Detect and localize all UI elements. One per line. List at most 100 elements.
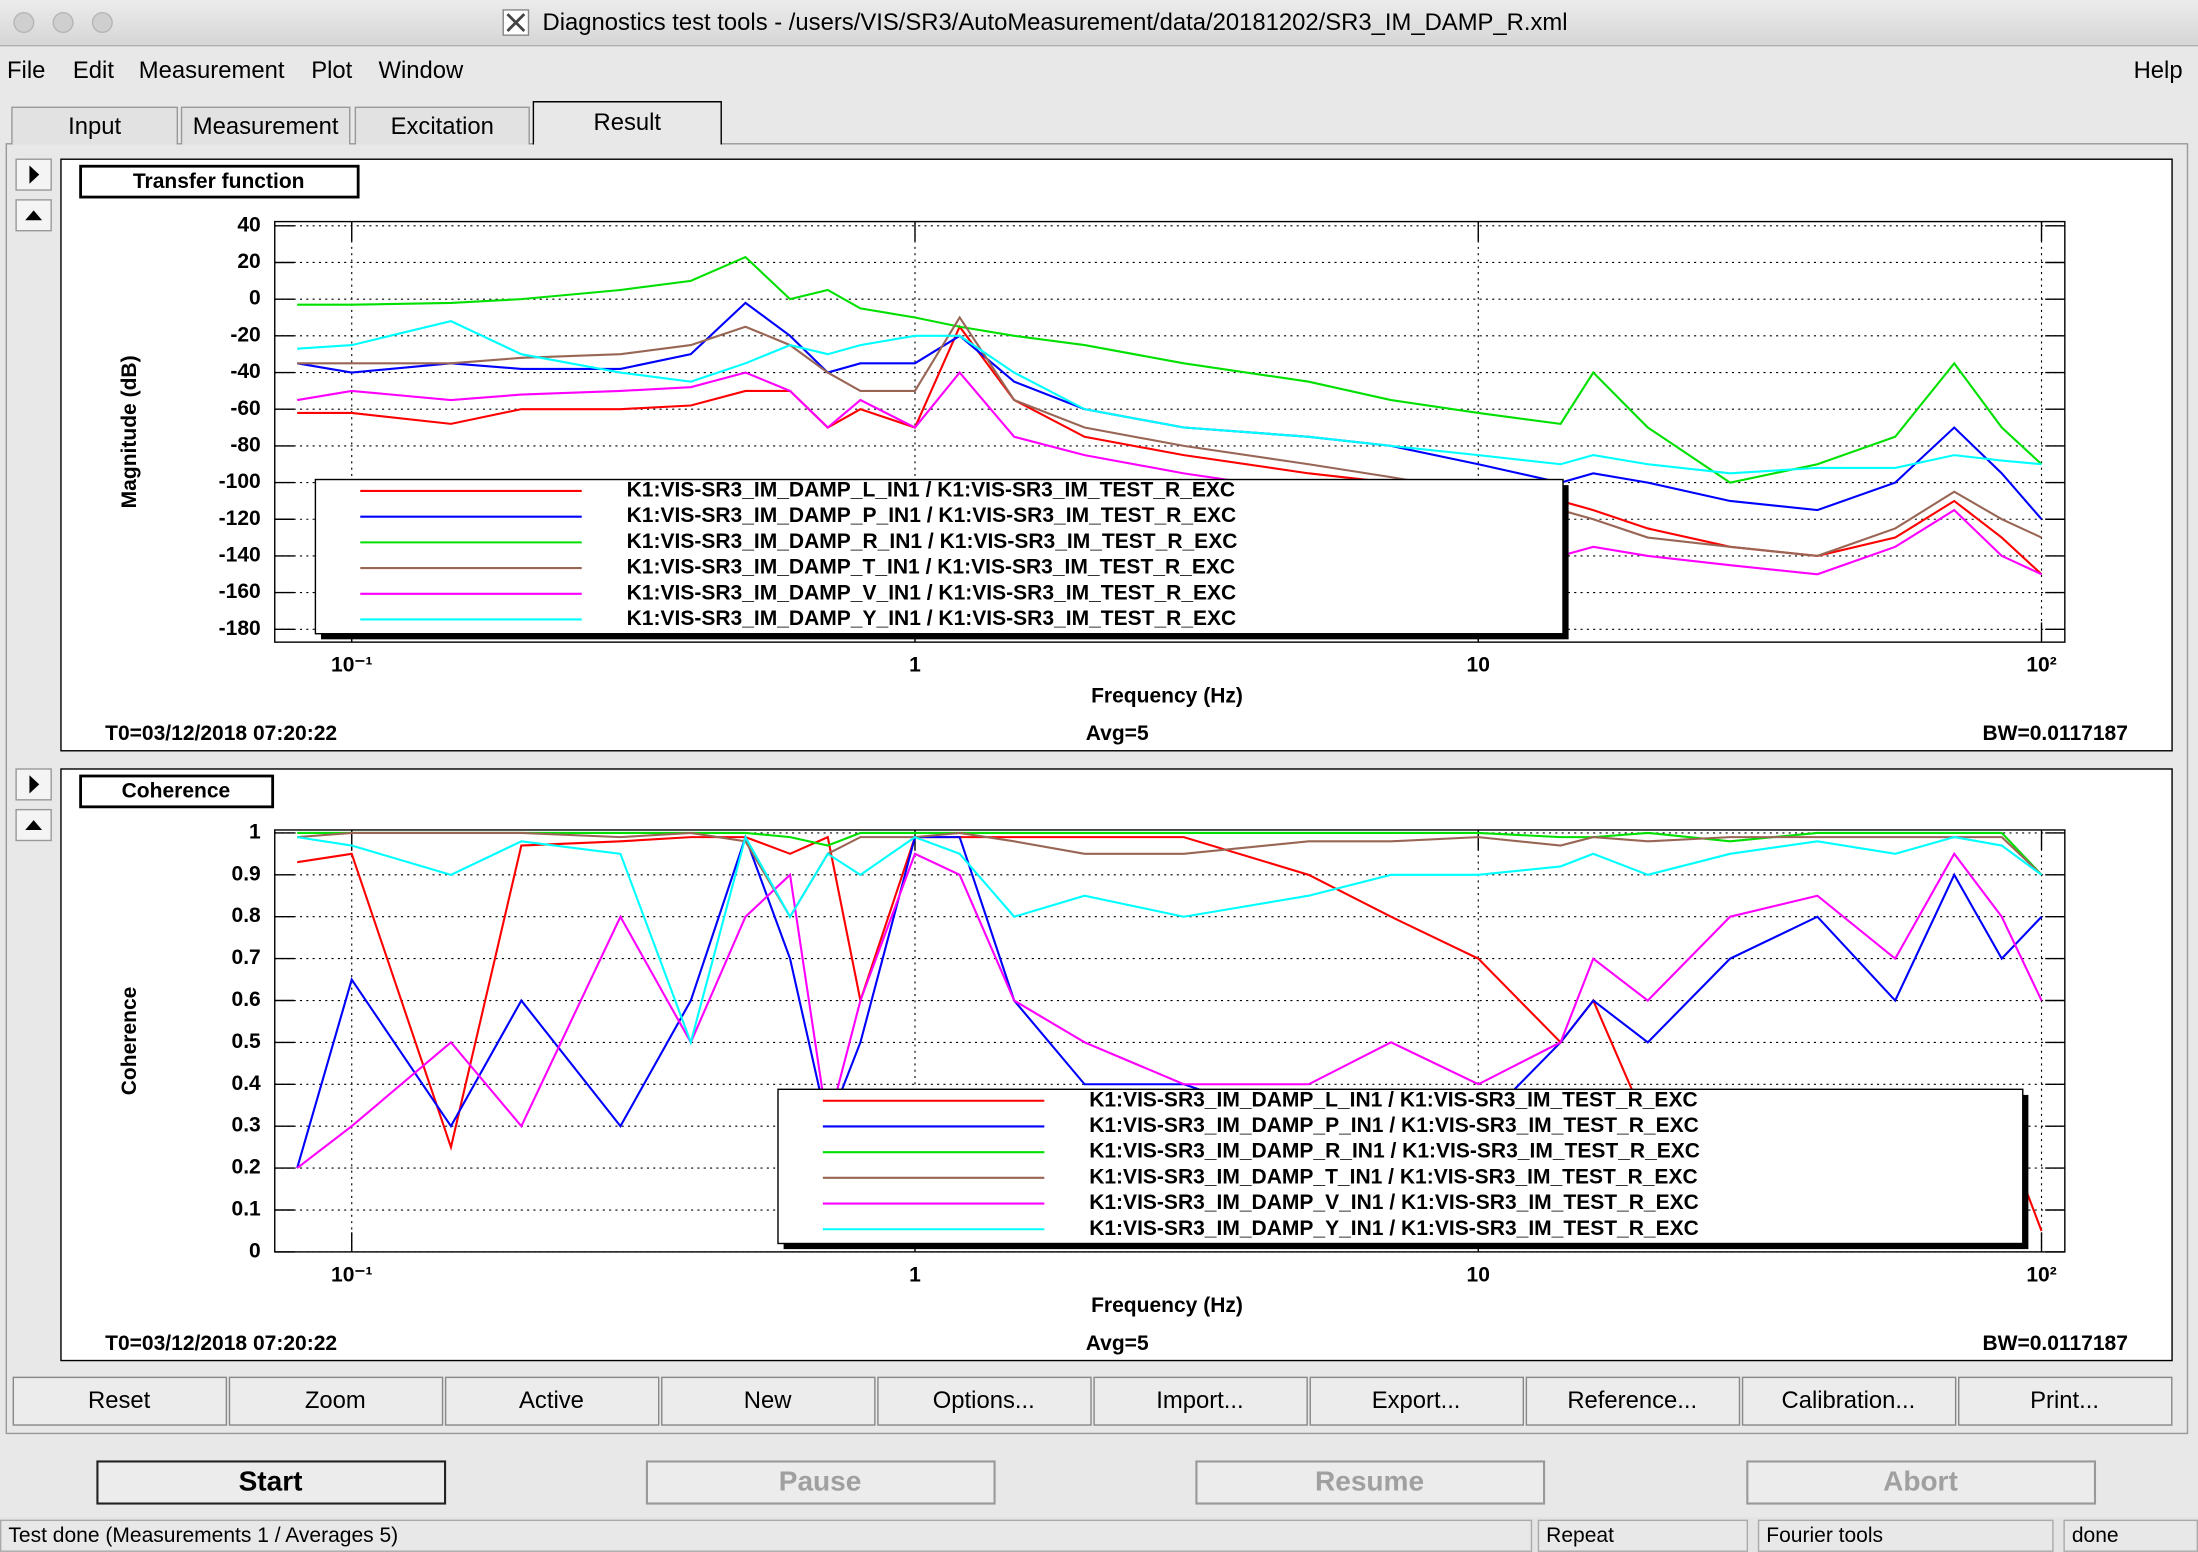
x-axis-label: Frequency (Hz) xyxy=(1091,684,1243,707)
pad-title: Coherence xyxy=(122,780,231,803)
expand-button[interactable] xyxy=(15,158,52,191)
button-label[interactable]: Export... xyxy=(1372,1387,1461,1414)
x-tick-label: 1 xyxy=(909,654,921,677)
menu-item[interactable]: Plot xyxy=(311,57,352,84)
y-tick-label: 0.7 xyxy=(232,946,261,969)
series-line xyxy=(297,831,2043,876)
button-label[interactable]: Reset xyxy=(88,1387,151,1414)
window-title: Diagnostics test tools - /users/VIS/SR3/… xyxy=(542,9,1567,36)
tab[interactable] xyxy=(11,106,179,145)
button[interactable] xyxy=(661,1376,876,1426)
tab-label[interactable]: Input xyxy=(68,113,121,140)
x-tick-label: 10² xyxy=(2026,654,2056,677)
series-line xyxy=(296,833,2043,1169)
button[interactable] xyxy=(1093,1376,1308,1426)
y-tick-label: 0 xyxy=(249,1239,261,1262)
series-line xyxy=(297,315,2043,557)
button-label[interactable]: Options... xyxy=(933,1387,1035,1414)
button-label[interactable]: Print... xyxy=(2030,1387,2099,1414)
menu-item[interactable]: Measurement xyxy=(139,57,285,84)
pad-title-box xyxy=(79,164,360,199)
y-tick-label: 0 xyxy=(249,287,261,310)
y-tick-label: -20 xyxy=(230,323,260,346)
arrow-icon xyxy=(29,775,40,794)
status-field xyxy=(1537,1519,1749,1552)
y-tick-label: 0.4 xyxy=(232,1072,262,1095)
tab[interactable] xyxy=(354,106,530,145)
button[interactable] xyxy=(12,1376,228,1426)
legend-label: K1:VIS-SR3_IM_DAMP_V_IN1 / K1:VIS-SR3_IM… xyxy=(1089,1191,1699,1214)
button[interactable] xyxy=(1525,1376,1741,1426)
annotation: T0=03/12/2018 07:20:22 xyxy=(105,1332,337,1355)
annotation: Avg=5 xyxy=(1086,1332,1149,1355)
legend-label: K1:VIS-SR3_IM_DAMP_L_IN1 / K1:VIS-SR3_IM… xyxy=(1089,1088,1697,1111)
button-label[interactable]: Reference... xyxy=(1567,1387,1697,1414)
button-label[interactable]: Active xyxy=(519,1387,584,1414)
legend-label: K1:VIS-SR3_IM_DAMP_Y_IN1 / K1:VIS-SR3_IM… xyxy=(627,607,1237,630)
button-label[interactable]: Calibration... xyxy=(1782,1387,1916,1414)
button-label[interactable]: Import... xyxy=(1156,1387,1243,1414)
annotation: BW=0.0117187 xyxy=(1982,1332,2127,1355)
legend-label: K1:VIS-SR3_IM_DAMP_V_IN1 / K1:VIS-SR3_IM… xyxy=(627,581,1237,604)
run-button[interactable] xyxy=(96,1460,447,1505)
menu-item[interactable]: Window xyxy=(378,57,464,84)
annotation: BW=0.0117187 xyxy=(1982,722,2127,745)
x-tick-label: 10 xyxy=(1467,1263,1490,1286)
y-tick-label: -100 xyxy=(219,470,261,493)
button[interactable] xyxy=(228,1376,444,1426)
expand-button[interactable] xyxy=(15,768,52,801)
button[interactable] xyxy=(1958,1376,2173,1426)
run-button-label: Resume xyxy=(1315,1466,1424,1497)
status-field xyxy=(2063,1519,2198,1552)
status-text: Test done (Measurements 1 / Averages 5) xyxy=(8,1524,398,1547)
annotation: Avg=5 xyxy=(1086,722,1149,745)
run-button xyxy=(645,1460,996,1505)
minimize-button[interactable] xyxy=(52,12,74,34)
y-axis-label: Coherence xyxy=(118,987,141,1096)
menu-item[interactable]: Edit xyxy=(73,57,114,84)
y-tick-label: 0.3 xyxy=(232,1114,261,1137)
tab[interactable] xyxy=(180,106,351,145)
run-button-label: Pause xyxy=(779,1466,862,1497)
button-label[interactable]: Zoom xyxy=(305,1387,366,1414)
title-bar xyxy=(0,0,2198,45)
run-button-label: Abort xyxy=(1883,1466,1958,1497)
arrow-icon xyxy=(25,210,43,221)
button-label[interactable]: New xyxy=(744,1387,792,1414)
pad-title: Transfer function xyxy=(133,170,305,193)
menu-help[interactable]: Help xyxy=(2134,57,2183,84)
y-tick-label: 0.1 xyxy=(232,1198,262,1221)
series-line xyxy=(297,370,2043,576)
tab-label[interactable]: Measurement xyxy=(193,113,339,140)
tab-label[interactable]: Excitation xyxy=(391,113,494,140)
button[interactable] xyxy=(1741,1376,1957,1426)
chart: Transfer function 40 20 0 -20 -40 -60 -80 -100 -1… xyxy=(79,164,2128,745)
run-button xyxy=(1746,1460,2097,1505)
button[interactable] xyxy=(444,1376,660,1426)
status-field xyxy=(1757,1519,2054,1552)
close-button[interactable] xyxy=(13,12,35,34)
legend-label: K1:VIS-SR3_IM_DAMP_T_IN1 / K1:VIS-SR3_IM… xyxy=(627,556,1235,579)
y-tick-label: -40 xyxy=(230,360,260,383)
status-text: Repeat xyxy=(1546,1524,1614,1547)
legend-label: K1:VIS-SR3_IM_DAMP_T_IN1 / K1:VIS-SR3_IM… xyxy=(1089,1165,1697,1188)
legend-box xyxy=(777,1088,2024,1245)
y-tick-label: 40 xyxy=(237,213,260,236)
menu-item[interactable]: File xyxy=(7,57,45,84)
tab[interactable] xyxy=(532,101,722,145)
run-button-label[interactable]: Start xyxy=(239,1466,303,1497)
y-tick-label: -180 xyxy=(219,617,261,640)
series-line xyxy=(297,320,2042,475)
legend-label: K1:VIS-SR3_IM_DAMP_P_IN1 / K1:VIS-SR3_IM… xyxy=(1089,1114,1699,1137)
y-tick-label: 0.8 xyxy=(232,904,262,927)
status-text: Fourier tools xyxy=(1766,1524,1883,1547)
x-icon-glyph xyxy=(506,13,526,32)
button[interactable] xyxy=(1309,1376,1525,1426)
tab-label[interactable]: Result xyxy=(594,109,662,136)
legend-label: K1:VIS-SR3_IM_DAMP_R_IN1 / K1:VIS-SR3_IM… xyxy=(1089,1140,1700,1163)
zoom-button[interactable] xyxy=(91,12,113,34)
button[interactable] xyxy=(877,1376,1092,1426)
y-tick-label: 0.2 xyxy=(232,1156,261,1179)
